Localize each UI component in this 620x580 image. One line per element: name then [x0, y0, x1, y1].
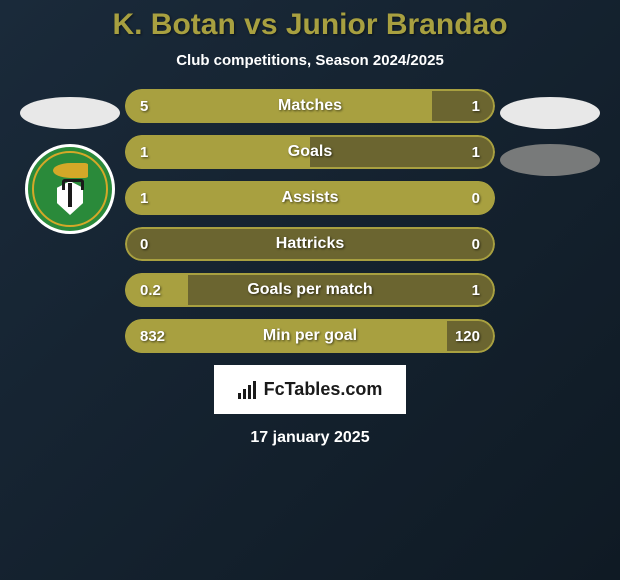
stat-row-goals-per-match: 0.2 Goals per match 1 — [125, 273, 495, 307]
stat-left-value: 0 — [140, 236, 148, 253]
stat-left-value: 1 — [140, 190, 148, 207]
stat-right-value: 0 — [472, 236, 480, 253]
page-subtitle: Club competitions, Season 2024/2025 — [176, 52, 444, 69]
logo-fish-icon — [53, 163, 88, 178]
player-left-ellipse — [20, 97, 120, 129]
brand-badge: FcTables.com — [214, 365, 407, 414]
stat-label: Assists — [282, 189, 339, 207]
page-title: K. Botan vs Junior Brandao — [112, 8, 507, 42]
stat-label: Hattricks — [276, 235, 344, 253]
stat-left-value: 5 — [140, 98, 148, 115]
stat-label: Goals — [288, 143, 332, 161]
stat-left-value: 832 — [140, 328, 165, 345]
club-logo-inner — [32, 151, 108, 227]
stat-row-min-per-goal: 832 Min per goal 120 — [125, 319, 495, 353]
chart-icon — [238, 381, 256, 399]
comparison-container: 5 Matches 1 1 Goals 1 1 Assists 0 0 Hatt… — [0, 89, 620, 353]
brand-text: FcTables.com — [264, 379, 383, 400]
stat-row-assists: 1 Assists 0 — [125, 181, 495, 215]
stat-label: Matches — [278, 97, 342, 115]
date-text: 17 january 2025 — [250, 429, 369, 447]
stat-left-value: 0.2 — [140, 282, 161, 299]
player-right-ellipse-1 — [500, 97, 600, 129]
player-right-ellipse-2 — [500, 144, 600, 176]
stat-label: Min per goal — [263, 327, 357, 345]
stat-right-value: 1 — [472, 144, 480, 161]
stat-label: Goals per match — [247, 281, 372, 299]
stat-right-value: 1 — [472, 98, 480, 115]
logo-trident-icon — [68, 183, 72, 207]
stat-left-value: 1 — [140, 144, 148, 161]
left-player-col — [20, 89, 120, 234]
stats-column: 5 Matches 1 1 Goals 1 1 Assists 0 0 Hatt… — [125, 89, 495, 353]
stat-row-matches: 5 Matches 1 — [125, 89, 495, 123]
stat-right-value: 1 — [472, 282, 480, 299]
right-player-col — [500, 89, 600, 176]
stat-right-value: 120 — [455, 328, 480, 345]
stat-row-hattricks: 0 Hattricks 0 — [125, 227, 495, 261]
stat-right-value: 0 — [472, 190, 480, 207]
club-logo-left — [25, 144, 115, 234]
stat-row-goals: 1 Goals 1 — [125, 135, 495, 169]
stat-fill — [125, 135, 310, 169]
